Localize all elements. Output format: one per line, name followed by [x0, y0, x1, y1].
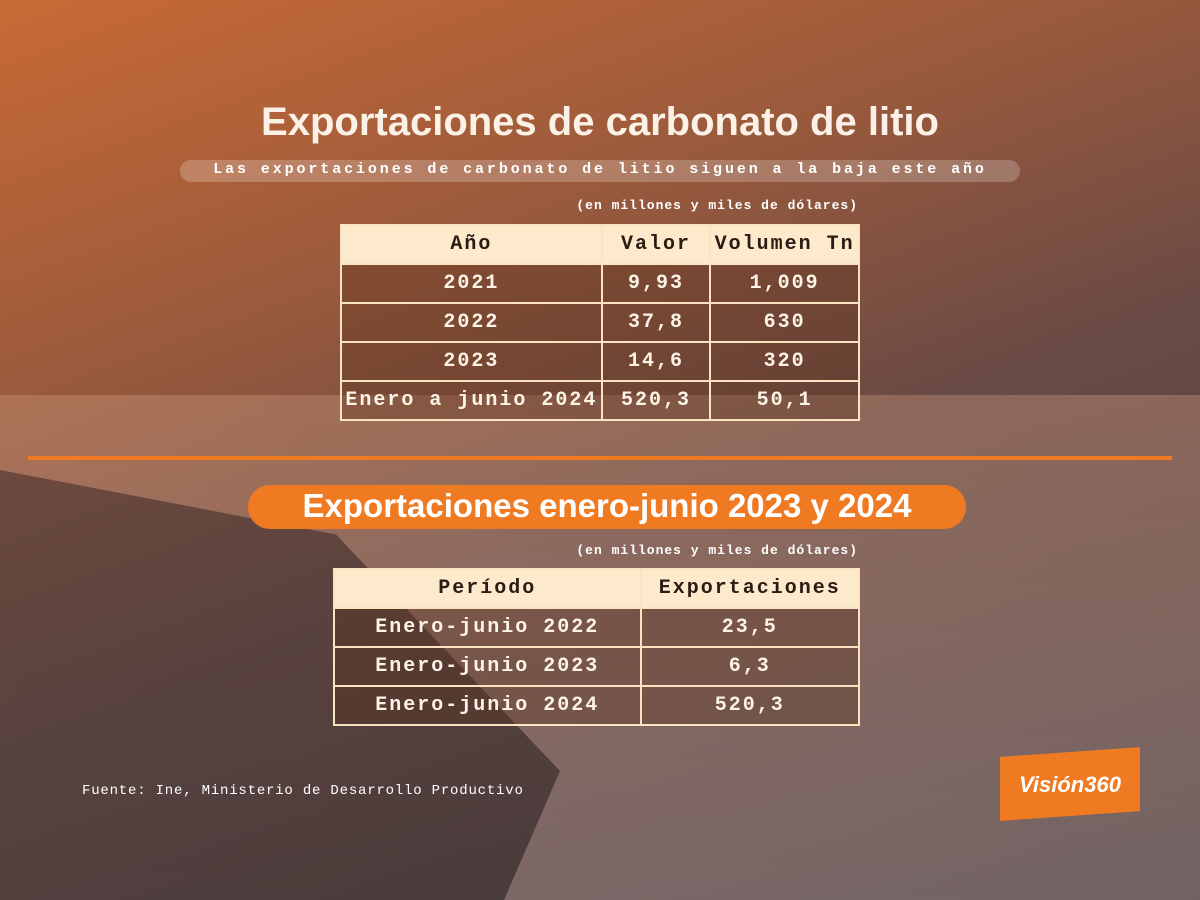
cell: 14,6 — [600, 341, 712, 382]
cell: 630 — [709, 302, 860, 343]
row: 2021 9,93 1,009 — [340, 263, 860, 304]
table-note: (en millones y miles de dólares) — [576, 543, 858, 558]
section-title: Exportaciones enero-junio 2023 y 2024 — [302, 487, 912, 524]
section-pill — [248, 485, 966, 529]
cell: 1,009 — [709, 263, 860, 304]
cell: 6,3 — [639, 646, 861, 687]
source: Fuente: Ine, Ministerio de Desarrollo Pr… — [82, 783, 524, 799]
logo: Visión360 — [1019, 772, 1121, 797]
cell: 23,5 — [639, 607, 861, 648]
cell: 520,3 — [600, 380, 712, 421]
table: Período Exportaciones Enero-junio 2022 23,5… — [333, 568, 861, 726]
cell: 320 — [709, 341, 860, 382]
subtitle: Las exportaciones de carbonato de litio … — [213, 161, 987, 178]
divider — [28, 456, 1172, 460]
header-cell: Exportaciones — [639, 568, 861, 609]
header-cell: Año — [340, 224, 603, 265]
table-note: (en millones y miles de dólares) — [576, 198, 858, 213]
row: Enero a junio 2024 520,3 50,1 — [340, 380, 860, 421]
cell: Enero a junio 2024 — [340, 380, 603, 421]
cell: Enero-junio 2024 — [333, 685, 642, 726]
title: Exportaciones de carbonato de litio — [261, 100, 939, 144]
cell: 50,1 — [709, 380, 860, 421]
cell: 2022 — [340, 302, 603, 343]
row: Enero-junio 2024 520,3 — [333, 685, 861, 726]
row: Enero-junio 2023 6,3 — [333, 646, 861, 687]
cell: 2023 — [340, 341, 603, 382]
cell: Enero-junio 2023 — [333, 646, 642, 687]
row: 2022 37,8 630 — [340, 302, 860, 343]
cell: 2021 — [340, 263, 603, 304]
table: Año Valor Volumen Tn 2021 9,93 1,009 2022 37,8 6… — [340, 224, 860, 421]
header-cell: Período — [333, 568, 642, 609]
header-cell: Volumen Tn — [709, 224, 860, 265]
subtitle-pill — [180, 160, 1020, 182]
cell: 520,3 — [639, 685, 861, 726]
cell: 9,93 — [600, 263, 712, 304]
row: 2023 14,6 320 — [340, 341, 860, 382]
header-cell: Valor — [600, 224, 712, 265]
cell: 37,8 — [600, 302, 712, 343]
header-row: Año Valor Volumen Tn — [340, 224, 860, 265]
row: Enero-junio 2022 23,5 — [333, 607, 861, 648]
header-row: Período Exportaciones — [333, 568, 861, 609]
cell: Enero-junio 2022 — [333, 607, 642, 648]
